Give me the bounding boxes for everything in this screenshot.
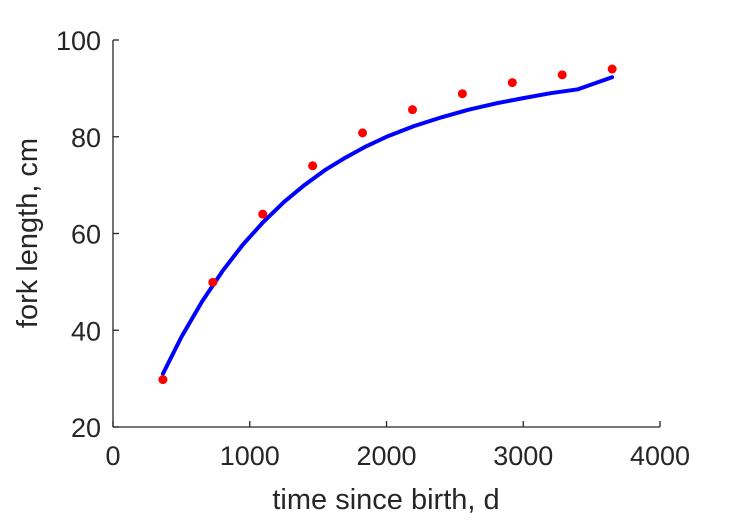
x-axis-label: time since birth, d	[272, 484, 499, 516]
y-tick-label: 40	[71, 316, 101, 346]
y-tick-label: 100	[56, 26, 101, 56]
y-tick-label: 60	[71, 220, 101, 250]
data-point	[407, 105, 417, 115]
data-point	[158, 375, 168, 385]
data-point	[208, 277, 218, 287]
y-axis-label: fork length, cm	[12, 138, 44, 328]
data-point	[507, 78, 517, 88]
y-tick-label: 20	[71, 413, 101, 443]
x-tick-label: 2000	[356, 441, 416, 471]
y-ticks: 20 40 60 80 100	[56, 26, 119, 443]
x-tick-label: 3000	[493, 441, 553, 471]
x-tick-label: 1000	[220, 441, 280, 471]
data-point	[607, 64, 617, 74]
y-tick-label: 80	[71, 123, 101, 153]
series-layer	[158, 64, 617, 385]
axes	[112, 40, 660, 428]
data-point	[557, 70, 567, 80]
data-point	[308, 161, 318, 171]
x-tick-label: 0	[105, 441, 120, 471]
fit-curve	[160, 75, 615, 376]
x-tick-label: 4000	[630, 441, 690, 471]
data-point	[457, 89, 467, 99]
data-point	[258, 209, 268, 219]
data-point	[358, 128, 368, 138]
x-ticks: 0 1000 2000 3000 4000	[105, 421, 690, 471]
